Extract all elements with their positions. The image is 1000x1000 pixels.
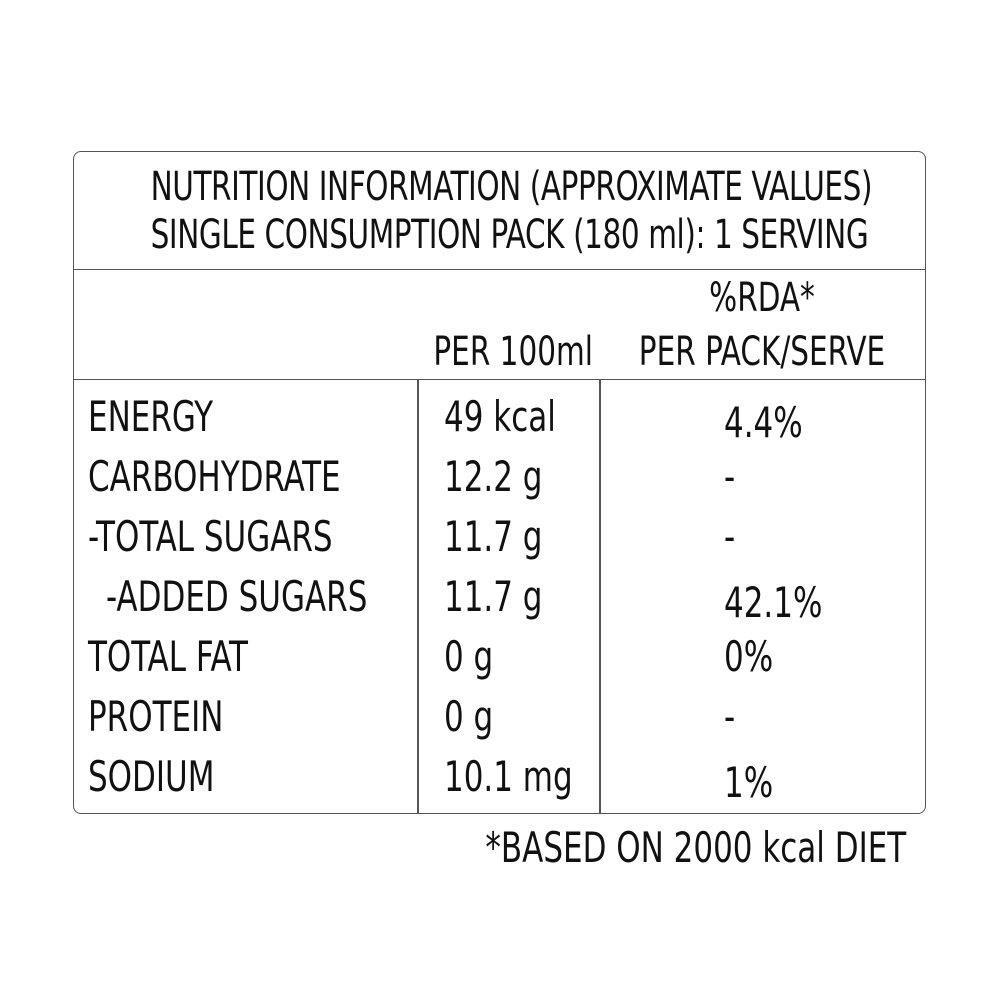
- nutrient-name: SODIUM: [88, 752, 215, 801]
- nutrient-per-100ml: 49 kcal: [444, 392, 556, 441]
- nutrient-per-100ml: 11.7 g: [444, 572, 543, 621]
- table-row: ENERGY 49 kcal 4.4%: [74, 386, 925, 448]
- nutrient-name: CARBOHYDRATE: [88, 452, 341, 501]
- nutrient-rda: 42.1%: [724, 578, 823, 627]
- nutrient-rda: 4.4%: [724, 398, 803, 447]
- nutrient-per-100ml: 12.2 g: [444, 452, 543, 501]
- nutrient-per-100ml: 0 g: [444, 632, 494, 681]
- header-rda: %RDA*: [709, 275, 815, 321]
- rda-footnote: *BASED ON 2000 kcal DIET: [485, 823, 906, 872]
- nutrient-per-100ml: 0 g: [444, 692, 494, 741]
- nutrient-rda: 0%: [724, 632, 774, 681]
- nutrition-table: NUTRITION INFORMATION (APPROXIMATE VALUE…: [73, 151, 926, 814]
- header-per-100ml: PER 100ml: [433, 329, 593, 375]
- nutrient-rda: -: [724, 692, 736, 741]
- nutrient-name: PROTEIN: [88, 692, 224, 741]
- table-row: SODIUM 10.1 mg 1%: [74, 746, 925, 808]
- table-row: -TOTAL SUGARS 11.7 g -: [74, 506, 925, 568]
- column-header-row: PER 100ml %RDA* PER PACK/SERVE: [74, 270, 925, 380]
- nutrient-rda: -: [724, 452, 736, 501]
- column-divider-1: [417, 380, 419, 813]
- table-row: CARBOHYDRATE 12.2 g -: [74, 446, 925, 508]
- column-divider-2: [599, 380, 601, 813]
- header-per-pack: PER PACK/SERVE: [638, 329, 886, 375]
- table-row: TOTAL FAT 0 g 0%: [74, 626, 925, 688]
- nutrient-per-100ml: 11.7 g: [444, 512, 543, 561]
- nutrient-name: -TOTAL SUGARS: [88, 512, 333, 561]
- table-row: PROTEIN 0 g -: [74, 686, 925, 748]
- title-line-1: NUTRITION INFORMATION (APPROXIMATE VALUE…: [150, 164, 873, 210]
- nutrient-name: TOTAL FAT: [88, 632, 248, 681]
- nutrient-rda: 1%: [724, 758, 774, 807]
- table-title: NUTRITION INFORMATION (APPROXIMATE VALUE…: [74, 152, 925, 270]
- nutrient-per-100ml: 10.1 mg: [444, 752, 573, 801]
- nutrient-name: ENERGY: [88, 392, 214, 441]
- nutrient-name: -ADDED SUGARS: [106, 572, 368, 621]
- title-line-2: SINGLE CONSUMPTION PACK (180 ml): 1 SERV…: [150, 212, 869, 258]
- nutrient-rda: -: [724, 512, 736, 561]
- table-row: -ADDED SUGARS 11.7 g 42.1%: [74, 566, 925, 628]
